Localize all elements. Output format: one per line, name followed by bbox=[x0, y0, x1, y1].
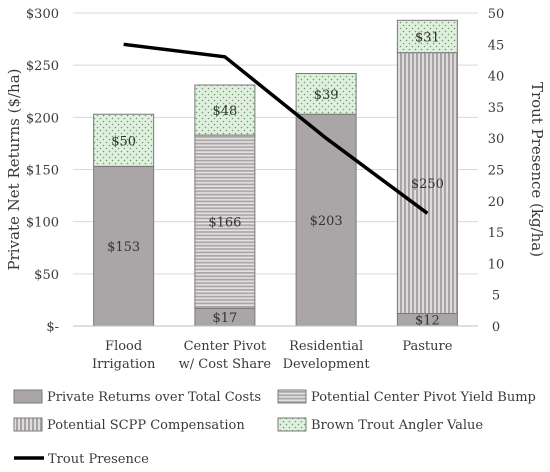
trout-line-layer bbox=[123, 42, 429, 215]
y-tick-label: $- bbox=[46, 320, 59, 335]
y-tick-label: $300 bbox=[26, 7, 59, 22]
y-tick-label: $200 bbox=[26, 111, 59, 126]
bar-value-label: $153 bbox=[107, 240, 140, 255]
x-tick-label: Residential Development bbox=[283, 339, 371, 372]
y2-tick-label: 30 bbox=[488, 132, 505, 147]
y2-tick-label: 40 bbox=[488, 70, 505, 85]
y2-tick-label: 0 bbox=[492, 320, 500, 335]
legend-swatch bbox=[13, 389, 43, 404]
bar-value-label: $250 bbox=[411, 177, 444, 192]
bar-value-label: $39 bbox=[314, 88, 339, 103]
y2-tick-label: 20 bbox=[488, 195, 505, 210]
x-tick-label: Pasture bbox=[402, 339, 452, 354]
y2-axis-title: Trout Presence (kg/ha) bbox=[528, 82, 546, 257]
y2-tick-label: 10 bbox=[488, 257, 505, 272]
bar-labels: $153 $50 $17 $166 $48 $203 $39 $12 $250 $31 bbox=[107, 30, 444, 328]
legend-label: Brown Trout Angler Value bbox=[311, 418, 483, 433]
y2-tick-label: 50 bbox=[488, 7, 505, 22]
bar-value-label: $166 bbox=[208, 216, 241, 231]
y2-tick-label: 5 bbox=[492, 289, 500, 304]
bar-segment bbox=[93, 113, 155, 167]
bar-value-label: $17 bbox=[212, 311, 237, 326]
legend-label: Trout Presence bbox=[48, 452, 149, 467]
bar-segment bbox=[396, 19, 458, 54]
y-tick-label: $150 bbox=[26, 164, 59, 179]
legend: Private Returns over Total Costs Potentia… bbox=[13, 389, 536, 467]
legend-label: Private Returns over Total Costs bbox=[47, 390, 261, 405]
bar-segment bbox=[396, 52, 458, 314]
x-tick-label: Flood Irrigation bbox=[92, 339, 156, 372]
legend-swatch bbox=[277, 417, 307, 432]
legend-label: Potential SCPP Compensation bbox=[47, 418, 245, 433]
legend-label: Potential Center Pivot Yield Bump bbox=[311, 390, 536, 405]
y2-tick-label: 15 bbox=[488, 226, 505, 241]
y2-tick-label: 45 bbox=[488, 38, 505, 53]
trout-presence-line bbox=[123, 42, 429, 215]
bar-value-label: $50 bbox=[111, 134, 136, 149]
legend-swatch bbox=[277, 389, 307, 404]
y-axis-title: Private Net Returns ($/ha) bbox=[5, 68, 23, 270]
bar-value-label: $12 bbox=[415, 314, 440, 329]
bar-value-label: $48 bbox=[212, 104, 237, 119]
y-tick-label: $250 bbox=[26, 59, 59, 74]
y2-tick-label: 25 bbox=[488, 164, 505, 179]
x-tick-label: Center Pivot w/ Cost Share bbox=[179, 339, 272, 372]
bar-segment bbox=[194, 84, 256, 136]
bar-value-label: $203 bbox=[310, 214, 343, 229]
y-tick-label: $50 bbox=[34, 268, 59, 283]
legend-swatch bbox=[13, 417, 43, 432]
bar-segment bbox=[295, 73, 357, 115]
axes: $- $50 $100 $150 $200 $250 $300 0 5 10 15 20 25 30 35 4… bbox=[5, 7, 546, 372]
bar-value-label: $31 bbox=[415, 30, 440, 45]
y2-tick-label: 35 bbox=[488, 101, 505, 116]
bars bbox=[93, 19, 458, 327]
y-tick-label: $100 bbox=[26, 216, 59, 231]
bar-segment bbox=[194, 134, 256, 309]
